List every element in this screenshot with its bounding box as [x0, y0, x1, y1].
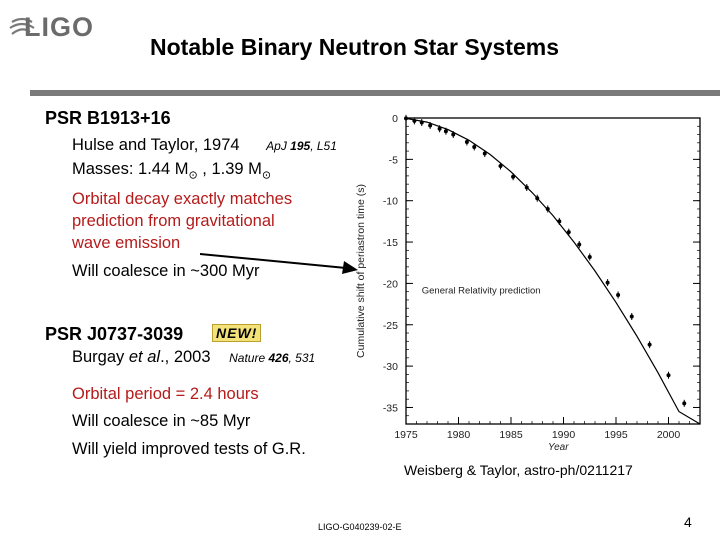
pulsar2-ref-year: ., 2003: [160, 348, 211, 366]
data-point: [566, 228, 571, 236]
y-tick-label: -15: [383, 237, 398, 249]
document-id: LIGO-G040239-02-E: [318, 522, 402, 532]
pulsar1-masses: Masses: 1.44 M⊙ , 1.39 M⊙: [72, 160, 271, 181]
y-tick-label: -5: [389, 154, 398, 166]
pulsar1-masses-prefix: Masses: 1.44 M: [72, 160, 189, 178]
data-point: [412, 117, 417, 125]
data-point: [451, 131, 456, 139]
x-tick-label: 1990: [552, 429, 576, 441]
pulsar2-reference: Burgay et al., 2003 Nature 426, 531: [72, 348, 315, 367]
data-point: [682, 399, 687, 407]
x-tick-label: 1975: [394, 429, 418, 441]
data-point: [498, 162, 503, 170]
gr-prediction-curve: [405, 117, 701, 425]
slide-title: Notable Binary Neutron Star Systems: [150, 34, 560, 60]
data-point: [404, 114, 408, 122]
pulsar2-ref-page: , 531: [288, 351, 316, 365]
data-point: [577, 241, 582, 249]
y-tick-label: -10: [383, 196, 398, 208]
data-point: [616, 291, 621, 299]
data-point: [482, 150, 487, 158]
logo-text: LIGO: [24, 12, 94, 42]
pulsar1-decay-line-3: wave emission: [72, 234, 181, 252]
x-tick-label: 1980: [447, 429, 471, 441]
pulsar1-coalesce: Will coalesce in ~300 Myr: [72, 262, 260, 280]
data-point: [545, 205, 550, 213]
data-point: [629, 312, 634, 320]
pulsar1-reference: Hulse and Taylor, 1974 ApJ 195, L51: [72, 136, 337, 155]
y-tick-label: -30: [383, 361, 398, 373]
x-tick-label: 2000: [657, 429, 681, 441]
title-divider: [30, 90, 720, 96]
pulsar2-ref-volume: 426: [268, 351, 289, 365]
pulsar1-decay-line-1: Orbital decay exactly matches: [72, 190, 293, 208]
pulsar1-name: PSR B1913+16: [45, 108, 171, 128]
pulsar1-ref-journal: ApJ: [266, 139, 291, 153]
data-point: [535, 194, 540, 202]
y-tick-label: -20: [383, 278, 398, 290]
data-point: [605, 279, 610, 287]
gr-prediction-annotation: General Relativity prediction: [422, 285, 541, 296]
pulsar2-period: Orbital period = 2.4 hours: [72, 385, 259, 403]
page-number: 4: [684, 514, 692, 530]
data-point: [464, 138, 469, 146]
data-point: [666, 371, 671, 379]
pulsar2-tests: Will yield improved tests of G.R.: [72, 440, 306, 458]
y-tick-label: 0: [392, 113, 398, 125]
plot-border: [405, 117, 701, 425]
pulsar2-ref-journal: Nature: [229, 351, 269, 365]
pulsar1-ref-page: , L51: [310, 139, 337, 153]
data-point: [437, 125, 442, 133]
data-point: [587, 253, 592, 261]
data-point: [443, 127, 448, 135]
pulsar1-decay-line-2: prediction from gravitational: [72, 212, 275, 230]
arrow-icon: [200, 253, 358, 274]
data-point: [428, 121, 433, 129]
pulsar2-ref-etal: et al: [128, 348, 161, 366]
data-point: [472, 143, 477, 151]
pulsar2-ref-authors: Burgay: [72, 348, 129, 366]
sun-symbol-icon-2: ⊙: [261, 169, 272, 182]
y-tick-label: -35: [383, 402, 398, 414]
data-point: [557, 217, 562, 225]
y-axis-label: Cumulative shift of periastron time (s): [355, 184, 367, 358]
sun-symbol-icon: ⊙: [188, 169, 198, 182]
x-tick-label: 1995: [604, 429, 628, 441]
periastron-shift-chart: 0 -5 -10 -15 -20 -25 -30 -35 1975 1980 1985 1990 19…: [355, 113, 701, 453]
data-point: [524, 183, 529, 191]
y-tick-label: -25: [383, 320, 398, 332]
x-axis-label: Year: [548, 442, 569, 453]
pulsar1-ref-authors: Hulse and Taylor, 1974: [72, 136, 240, 154]
pulsar1-masses-mid: , 1.39 M: [197, 160, 262, 178]
ligo-logo: [9, 17, 35, 35]
data-point: [419, 119, 424, 127]
data-point: [647, 341, 652, 349]
pulsar2-name: PSR J0737-3039: [45, 324, 184, 344]
new-badge: NEW!: [212, 324, 262, 342]
x-tick-label: 1985: [499, 429, 523, 441]
figure-caption: Weisberg & Taylor, astro-ph/0211217: [404, 462, 633, 478]
pulsar1-ref-volume: 195: [290, 139, 311, 153]
plot-frame: [405, 117, 701, 425]
data-point: [511, 173, 516, 181]
pulsar2-coalesce: Will coalesce in ~85 Myr: [72, 412, 251, 430]
